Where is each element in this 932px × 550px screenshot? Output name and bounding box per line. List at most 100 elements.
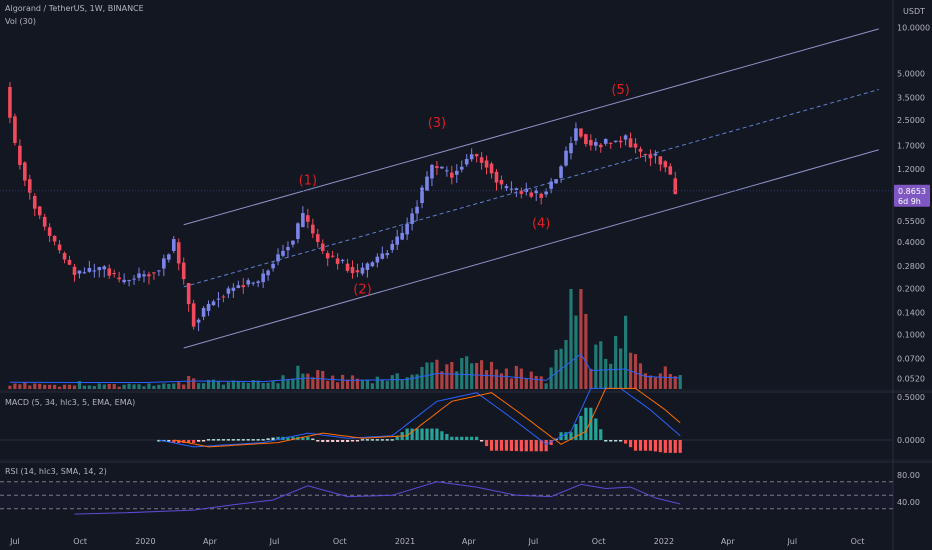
candle-body	[345, 263, 350, 271]
volume-bar	[246, 382, 250, 389]
candle-body	[395, 236, 400, 245]
macd-histogram-bar	[524, 440, 528, 452]
volume-bar	[331, 375, 335, 389]
macd-histogram-bar	[331, 440, 335, 442]
volume-bar	[470, 363, 474, 389]
macd-histogram-bar	[261, 439, 265, 441]
candle-body	[47, 227, 52, 236]
macd-histogram-bar	[405, 428, 409, 440]
candle-body	[37, 206, 42, 216]
volume-indicator-label[interactable]: Vol (30)	[5, 17, 36, 26]
macd-histogram-bar	[435, 428, 439, 440]
macd-histogram-bar	[216, 439, 221, 441]
candle-body	[82, 272, 87, 274]
candle-body	[579, 128, 583, 137]
candle-body	[191, 303, 196, 327]
macd-tick-label: 0.0000	[897, 436, 925, 445]
macd-histogram-bar	[619, 440, 623, 442]
volume-bar	[187, 376, 191, 389]
macd-indicator-label[interactable]: MACD (5, 34, hlc3, 5, EMA, EMA)	[5, 398, 136, 407]
candle-body	[474, 154, 479, 157]
elliott-wave-label: (3)	[428, 116, 446, 131]
macd-histogram-bar	[484, 440, 489, 447]
candle-body	[8, 86, 12, 118]
elliott-wave-label: (5)	[611, 83, 629, 98]
candle-body	[569, 143, 573, 154]
candle-body	[216, 298, 221, 300]
volume-bar	[132, 384, 136, 389]
candle-body	[296, 223, 300, 239]
symbol-title[interactable]: Algorand / TetherUS, 1W, BINANCE	[5, 4, 144, 13]
volume-bar	[668, 373, 672, 389]
rsi-indicator-label[interactable]: RSI (14, hlc3, SMA, 14, 2)	[5, 467, 107, 476]
macd-histogram-bar	[584, 407, 588, 440]
candle-body	[325, 253, 330, 259]
macd-histogram-bar	[489, 440, 494, 451]
volume-bar	[112, 384, 116, 389]
macd-histogram-bar	[410, 428, 414, 440]
volume-bar	[599, 341, 603, 389]
candle-body	[454, 170, 459, 175]
volume-bar	[182, 384, 186, 389]
volume-bar	[529, 371, 533, 389]
volume-bar	[430, 362, 434, 389]
macd-histogram-bar	[499, 440, 504, 451]
macd-histogram-bar	[678, 440, 682, 453]
candle-body	[271, 263, 275, 269]
volume-bar	[276, 383, 280, 389]
volume-bar	[147, 383, 151, 389]
candle-body	[440, 166, 444, 169]
candle-body	[628, 138, 633, 148]
macd-histogram-bar	[455, 436, 459, 440]
volume-bar	[499, 373, 504, 389]
candle-body	[117, 277, 121, 280]
volume-bar	[484, 370, 489, 389]
candle-body	[618, 140, 623, 143]
candle-body	[171, 239, 176, 251]
candle-body	[598, 144, 603, 148]
macd-histogram-bar	[345, 440, 350, 442]
volume-bar	[465, 356, 469, 389]
macd-histogram-bar	[187, 440, 191, 443]
volume-bar	[355, 378, 360, 389]
candle-body	[27, 179, 32, 193]
volume-bar	[390, 375, 394, 389]
volume-bar	[142, 386, 146, 389]
macd-histogram-bar	[157, 440, 161, 442]
volume-bar	[137, 384, 141, 389]
time-tick-label: Oct	[333, 537, 347, 546]
volume-bar	[494, 369, 499, 389]
candle-body	[251, 282, 256, 284]
candle-body	[499, 179, 504, 185]
volume-bar	[177, 382, 181, 389]
candle-body	[77, 270, 82, 274]
candle-body	[246, 280, 251, 285]
volume-bar	[435, 359, 439, 389]
macd-histogram-bar	[172, 440, 176, 443]
volume-bar	[266, 382, 270, 389]
candle-body	[181, 262, 186, 280]
candle-body	[57, 244, 62, 251]
candle-body	[509, 188, 514, 190]
price-tick-label: 10.0000	[897, 24, 930, 33]
macd-histogram-bar	[271, 437, 275, 440]
volume-bar	[455, 371, 459, 389]
price-tick-label: 1.2000	[897, 165, 925, 174]
volume-bar	[256, 380, 260, 389]
candle-body	[167, 254, 171, 260]
volume-bar	[395, 373, 399, 389]
candle-body	[256, 281, 260, 283]
time-tick-label: Jul	[269, 537, 280, 546]
macd-histogram-bar	[475, 436, 479, 440]
volume-bar	[38, 383, 42, 389]
time-tick-label: Oct	[73, 537, 87, 546]
candle-body	[350, 266, 355, 274]
macd-histogram-bar	[286, 436, 290, 440]
candle-body	[608, 142, 613, 144]
volume-bar	[623, 315, 628, 389]
candle-body	[291, 240, 295, 245]
last-price-value: 0.8653	[898, 187, 926, 196]
candle-body	[589, 139, 593, 146]
